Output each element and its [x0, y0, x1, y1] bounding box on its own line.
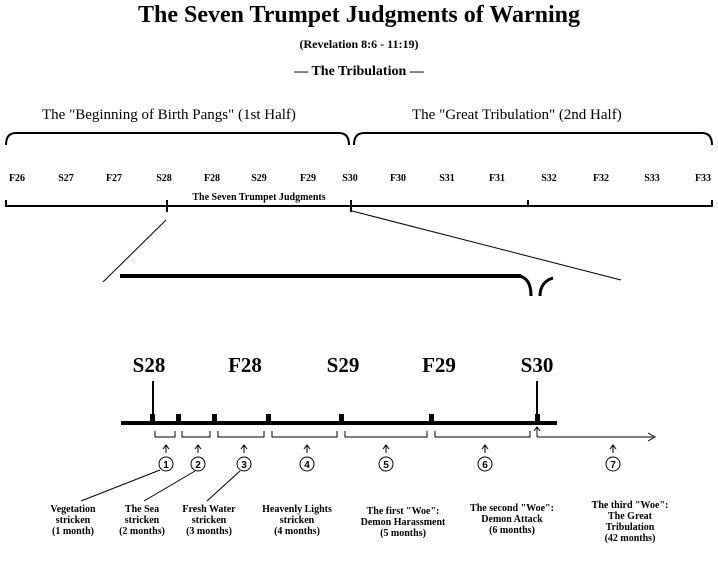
season-label: F33: [694, 173, 712, 184]
trumpet-number: 1: [163, 460, 169, 471]
season-label: S32: [541, 173, 557, 184]
trumpet-number: 5: [383, 460, 389, 471]
season-label: S31: [439, 173, 455, 184]
zoom-line-right: [351, 210, 622, 281]
trumpet-circle: [190, 456, 206, 472]
zoom-season-label: S29: [326, 353, 360, 377]
trumpet-number: 6: [482, 460, 488, 471]
trumpet-circle: [605, 456, 621, 472]
trumpet-6-description: The second "Woe": Demon Attack (6 months): [470, 503, 554, 536]
trumpet-span-label: The Seven Trumpet Judgments: [192, 192, 326, 203]
season-label: F31: [488, 173, 506, 184]
season-timeline: [5, 200, 713, 212]
page-title: The Seven Trumpet Judgments of Warning: [137, 2, 581, 28]
zoom-season-label: S28: [132, 353, 166, 377]
connector-line: [143, 470, 196, 502]
trumpet-4-description: Heavenly Lights stricken (4 months): [262, 504, 332, 537]
up-arrows: [162, 444, 617, 453]
zoom-season-label: S30: [520, 353, 554, 377]
trumpet-3-description: Fresh Water stricken (3 months): [182, 504, 236, 537]
tribulation-span-bar: [120, 274, 554, 297]
trumpet-1-description: Vegetation stricken (1 month): [50, 504, 96, 537]
page-subtitle: (Revelation 8:6 - 11:19): [299, 37, 419, 51]
trumpet-number: 7: [610, 460, 616, 471]
trumpet-circle: [158, 456, 174, 472]
zoom-season-label: F28: [228, 353, 262, 377]
trumpet-number: 2: [195, 460, 201, 471]
season-label: F26: [8, 173, 26, 184]
season-label: F28: [203, 173, 221, 184]
season-label: S33: [644, 173, 660, 184]
trumpet-7-description: The third "Woe": The Great Tribulation (42 …: [591, 500, 669, 544]
first-half-label: The "Beginning of Birth Pangs" (1st Half…: [42, 107, 296, 123]
trumpet-number: 4: [304, 460, 310, 471]
season-label: F27: [105, 173, 123, 184]
season-label: F30: [389, 173, 407, 184]
season-label: S29: [251, 173, 267, 184]
second-half-label: The "Great Tribulation" (2nd Half): [412, 107, 622, 123]
tribulation-label: — The Tribulation —: [294, 64, 424, 79]
season-label: S28: [156, 173, 172, 184]
season-label: F29: [299, 173, 317, 184]
zoom-season-label: F29: [422, 353, 456, 377]
trumpet-2-description: The Sea stricken (2 months): [119, 504, 165, 537]
connector-line: [206, 470, 241, 502]
first-half-bracket: [5, 132, 350, 146]
season-label: F32: [592, 173, 610, 184]
zoom-timeline: [121, 381, 557, 425]
season-label: S30: [342, 173, 358, 184]
season-label: S27: [58, 173, 74, 184]
second-half-bracket: [353, 132, 713, 146]
trumpet-circle: [236, 456, 252, 472]
trumpet-circle: [477, 456, 493, 472]
trumpet-circle: [299, 456, 315, 472]
trumpet-5-description: The first "Woe": Demon Harassment (5 month…: [360, 506, 446, 539]
trumpet-number: 3: [241, 460, 247, 471]
connector-line: [80, 469, 161, 502]
zoom-line-left: [102, 219, 167, 283]
duration-brackets: [154, 426, 657, 442]
trumpet-circle: [378, 456, 394, 472]
